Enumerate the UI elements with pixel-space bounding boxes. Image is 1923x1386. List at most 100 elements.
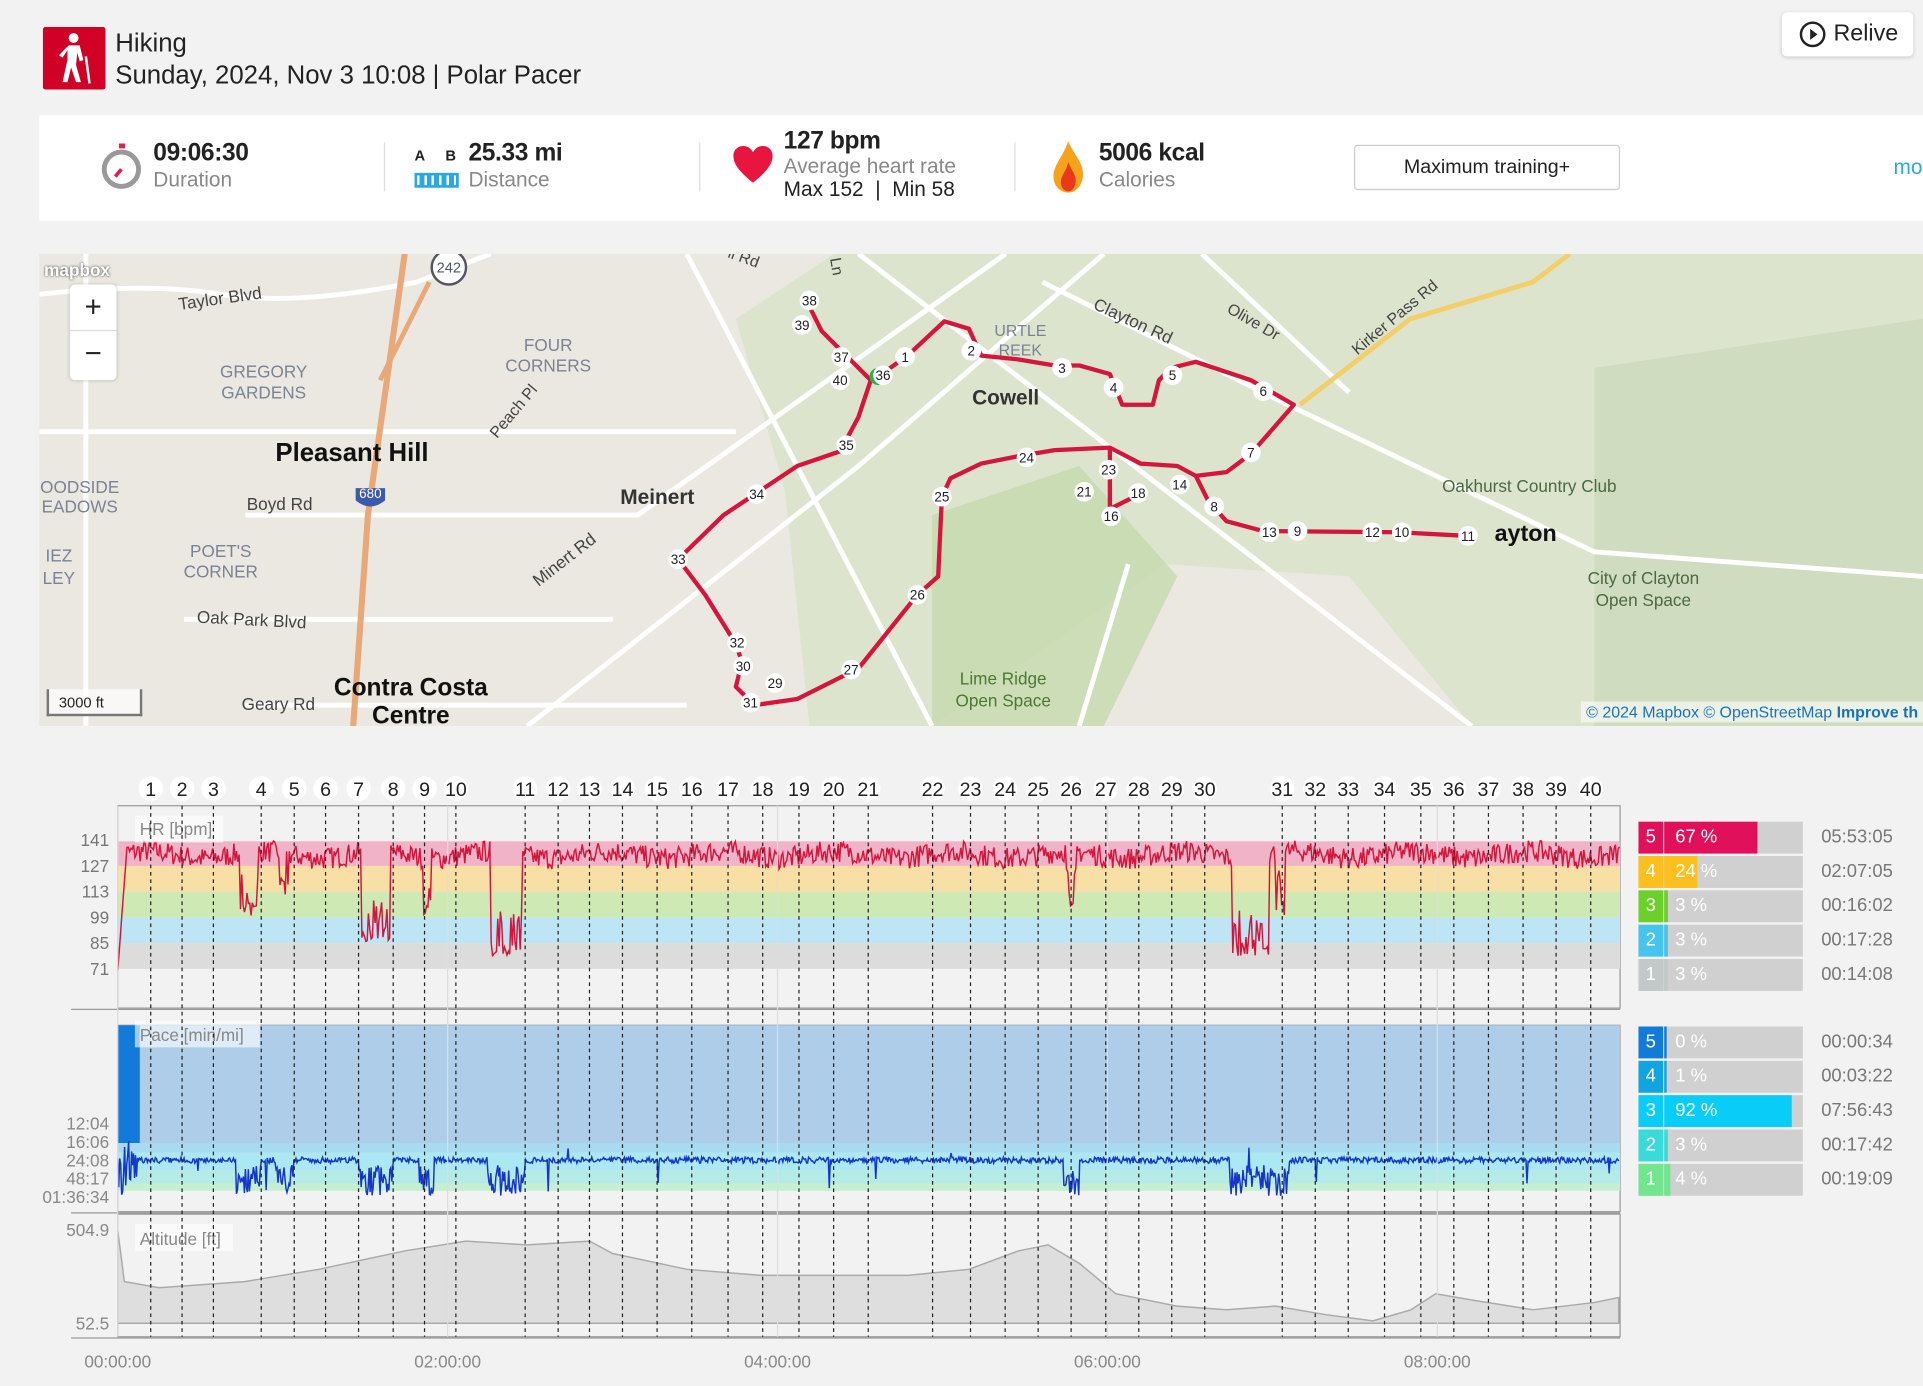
lap-label[interactable]: 10 [443, 776, 469, 801]
lap-label[interactable]: 17 [715, 776, 741, 801]
improve-map-link[interactable]: Improve th [1836, 702, 1919, 722]
lap-label[interactable]: 4 [248, 776, 274, 801]
lap-marker[interactable]: 36 [873, 365, 893, 386]
lap-label[interactable]: 20 [821, 776, 846, 801]
map-label: OODSIDE [40, 477, 119, 497]
zoom-in-button[interactable]: + [69, 285, 117, 332]
lap-marker[interactable]: 4 [1103, 377, 1124, 398]
svg-text:25: 25 [1027, 779, 1049, 801]
lap-marker[interactable]: 33 [668, 549, 689, 570]
lap-marker[interactable]: 6 [1253, 381, 1274, 402]
lap-label[interactable]: 39 [1543, 776, 1569, 801]
map-label: URTLE [994, 323, 1046, 340]
lap-label[interactable]: 16 [679, 776, 705, 801]
lap-label[interactable]: 25 [1025, 776, 1051, 801]
lap-marker[interactable]: 2 [961, 340, 982, 361]
lap-label[interactable]: 2 [169, 776, 195, 801]
lap-label[interactable]: 18 [750, 776, 775, 801]
lap-label[interactable]: 24 [992, 776, 1018, 801]
more-link[interactable]: mo [1893, 155, 1923, 180]
park-area [1594, 318, 1923, 727]
lap-marker[interactable]: 1 [895, 347, 915, 367]
lap-marker[interactable]: 8 [1204, 496, 1224, 517]
lap-label[interactable]: 32 [1302, 776, 1328, 801]
lap-marker[interactable]: 14 [1169, 474, 1190, 495]
zone-percent: 3 % [1675, 929, 1707, 951]
svg-text:24: 24 [994, 779, 1016, 801]
lap-marker[interactable]: 5 [1162, 365, 1183, 386]
lap-label[interactable]: 29 [1159, 776, 1185, 801]
lap-label[interactable]: 11 [512, 776, 538, 801]
lap-marker[interactable]: 16 [1101, 506, 1121, 527]
lap-marker[interactable]: 18 [1128, 483, 1148, 503]
lap-marker[interactable]: 38 [799, 290, 820, 311]
lap-marker[interactable]: 31 [740, 692, 761, 713]
lap-label[interactable]: 5 [281, 776, 307, 801]
lap-label[interactable]: 1 [138, 776, 163, 801]
lap-label[interactable]: 30 [1192, 776, 1218, 801]
attribution-text[interactable]: © 2024 Mapbox © OpenStreetMap [1586, 702, 1833, 722]
lap-label[interactable]: 12 [545, 776, 571, 801]
time-tick-label: 06:00:00 [1074, 1351, 1141, 1371]
svg-text:7: 7 [1247, 445, 1255, 460]
lap-label[interactable]: 26 [1058, 776, 1084, 801]
relive-button[interactable]: Relive [1781, 12, 1914, 57]
lap-label[interactable]: 33 [1335, 776, 1361, 801]
lap-label[interactable]: 8 [380, 776, 406, 801]
lap-marker[interactable]: 39 [792, 315, 812, 335]
zone-bar-fill [1664, 1095, 1792, 1128]
lap-label[interactable]: 37 [1476, 776, 1501, 801]
lap-label[interactable]: 7 [346, 776, 371, 801]
lap-label[interactable]: 15 [644, 776, 670, 801]
lap-marker[interactable]: 34 [746, 484, 767, 505]
lap-label[interactable]: 23 [958, 776, 983, 801]
svg-text:36: 36 [1443, 779, 1465, 801]
lap-label[interactable]: 27 [1093, 776, 1119, 801]
route-map[interactable]: 1 2 3 4 5 6 7 8 9 10 11 12 13 14 16 18 21 23 24 25 26 27 29 30 3… [39, 253, 1923, 727]
zoom-out-button[interactable]: − [84, 337, 102, 371]
lap-marker[interactable]: 23 [1098, 459, 1119, 480]
lap-label[interactable]: 13 [577, 776, 602, 801]
lap-label[interactable]: 21 [855, 776, 881, 801]
hr-zone-5: 5 67 % [1638, 821, 1803, 854]
lap-marker[interactable]: 35 [836, 435, 857, 455]
zone-time: 00:16:02 [1821, 895, 1893, 917]
lap-label[interactable]: 38 [1510, 776, 1536, 801]
lap-marker[interactable]: 11 [1458, 526, 1478, 546]
lap-marker[interactable]: 37 [831, 347, 852, 367]
lap-marker[interactable]: 27 [841, 659, 861, 680]
lap-marker[interactable]: 13 [1259, 522, 1280, 543]
lap-marker[interactable]: 7 [1241, 442, 1261, 463]
lap-label[interactable]: 28 [1126, 776, 1152, 801]
lap-marker[interactable]: 3 [1052, 358, 1072, 378]
lap-marker[interactable]: 30 [733, 656, 754, 676]
lap-marker[interactable]: 24 [1016, 447, 1037, 468]
lap-label[interactable]: 14 [610, 776, 635, 801]
lap-marker[interactable]: 25 [932, 486, 952, 507]
lap-marker[interactable]: 40 [830, 370, 850, 390]
lap-label[interactable]: 3 [201, 776, 226, 801]
lap-label[interactable]: 36 [1441, 776, 1467, 801]
lap-label[interactable]: 19 [786, 776, 812, 801]
lap-label[interactable]: 22 [920, 776, 945, 801]
mapbox-logo[interactable]: mapbox [44, 259, 110, 280]
lap-marker[interactable]: 26 [907, 584, 928, 605]
hr-zone-3: 3 3 % [1638, 890, 1803, 923]
lap-marker[interactable]: 12 [1362, 522, 1383, 543]
lap-label[interactable]: 35 [1408, 776, 1434, 801]
lap-marker[interactable]: 32 [727, 632, 747, 653]
lap-label[interactable]: 40 [1578, 776, 1603, 801]
lap-marker[interactable]: 21 [1074, 481, 1094, 502]
lap-marker[interactable]: 9 [1287, 521, 1308, 541]
pace-zone-band [117, 1169, 1621, 1184]
map-label: CORNER [184, 562, 258, 582]
lap-marker[interactable]: 10 [1391, 522, 1412, 543]
lap-label[interactable]: 31 [1269, 776, 1295, 801]
lap-marker[interactable]: 29 [765, 673, 785, 693]
lap-label[interactable]: 9 [412, 776, 437, 801]
lap-label[interactable]: 34 [1372, 776, 1397, 801]
lap-label[interactable]: 6 [313, 776, 338, 801]
training-benefit-button[interactable]: Maximum training+ [1353, 144, 1621, 191]
